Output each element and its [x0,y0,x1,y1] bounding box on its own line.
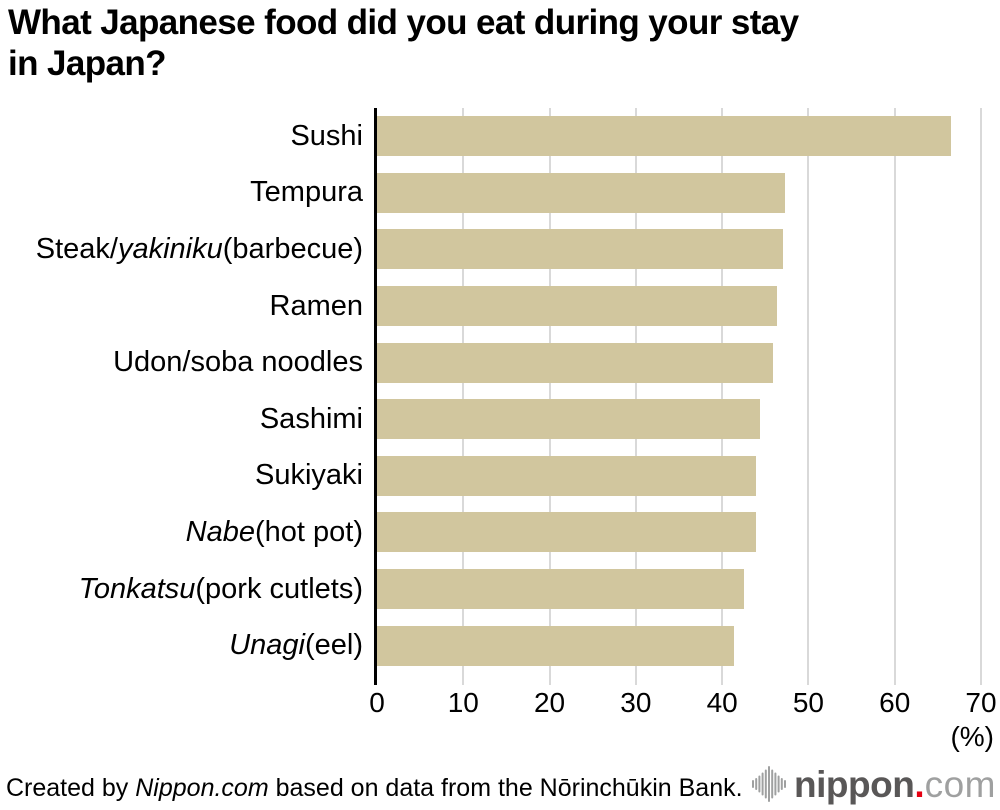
category-labels: Sushi Tempura Steak/yakiniku (barbecue) Ram… [0,108,363,674]
x-tick-label: 40 [706,687,738,718]
x-axis-tick [548,674,551,685]
soundwave-icon [752,766,787,802]
x-axis-tick [721,674,724,685]
gridline [893,108,896,674]
bar-row [377,391,981,448]
bar [377,569,744,610]
x-tick-label: 70 [965,687,997,718]
x-axis-tick [893,674,896,685]
category-label: Sashimi [259,402,363,435]
y-axis-line [374,108,377,685]
category-label: Unagi (eel) [229,629,363,662]
logo-dot: . [914,763,925,805]
category-label: Sushi [290,119,363,152]
bar-row [377,278,981,335]
gridline [634,108,637,674]
plot-area [374,108,982,685]
x-tick-label: 30 [620,687,652,718]
x-axis-tick [807,674,810,685]
x-tick-label: 20 [533,687,566,718]
bar-row [377,504,981,561]
category-label: Tonkatsu (pork cutlets) [78,572,363,605]
x-tick-label: 50 [792,687,824,718]
bar [377,399,761,440]
nippon-logo: nippon.com [752,763,996,805]
x-tick-label: 60 [879,687,911,718]
bar-row [377,165,981,222]
bar-row [377,617,981,674]
x-axis-unit-label: (%) [950,721,994,752]
bar-row [377,448,981,505]
x-tick-labels: 0 10 20 30 40 50 60 70 [0,687,1000,719]
category-label: Nabe (hot pot) [185,515,363,548]
bar-row [377,334,981,391]
category-label: Ramen [269,289,364,322]
x-tick-label: 10 [447,687,479,718]
bar [377,229,783,270]
x-axis-tick [980,674,982,685]
bar [377,625,735,666]
gridline [980,108,982,674]
chart-title: What Japanese food did you eat during yo… [8,2,799,84]
bar [377,455,756,496]
bar [377,172,786,213]
chart-title-line-2: in Japan? [8,44,167,83]
category-label: Steak/yakiniku (barbecue) [35,232,363,265]
bar-row [377,221,981,278]
bar-row [377,561,981,618]
gridline [548,108,551,674]
chart-title-line-1: What Japanese food did you eat during yo… [8,3,799,42]
bar [377,286,778,327]
category-label: Udon/soba noodles [113,346,363,379]
logo-wordmark: nippon.com [794,766,996,803]
x-tick-label: 0 [369,687,385,718]
gridline [721,108,724,674]
bar-rows [377,108,981,674]
bar [377,116,951,157]
logo-text-com: com [924,763,996,805]
source-credit: Created by Nippon.com based on data from… [6,774,743,802]
gridline [462,108,465,674]
bar [377,342,774,383]
gridline [807,108,810,674]
bar-row [377,108,981,165]
x-axis-tick [634,674,637,685]
category-label: Sukiyaki [255,459,363,492]
x-axis-tick [462,674,465,685]
category-label: Tempura [250,176,363,209]
bar [377,512,756,553]
logo-text-nippon: nippon [794,763,915,805]
